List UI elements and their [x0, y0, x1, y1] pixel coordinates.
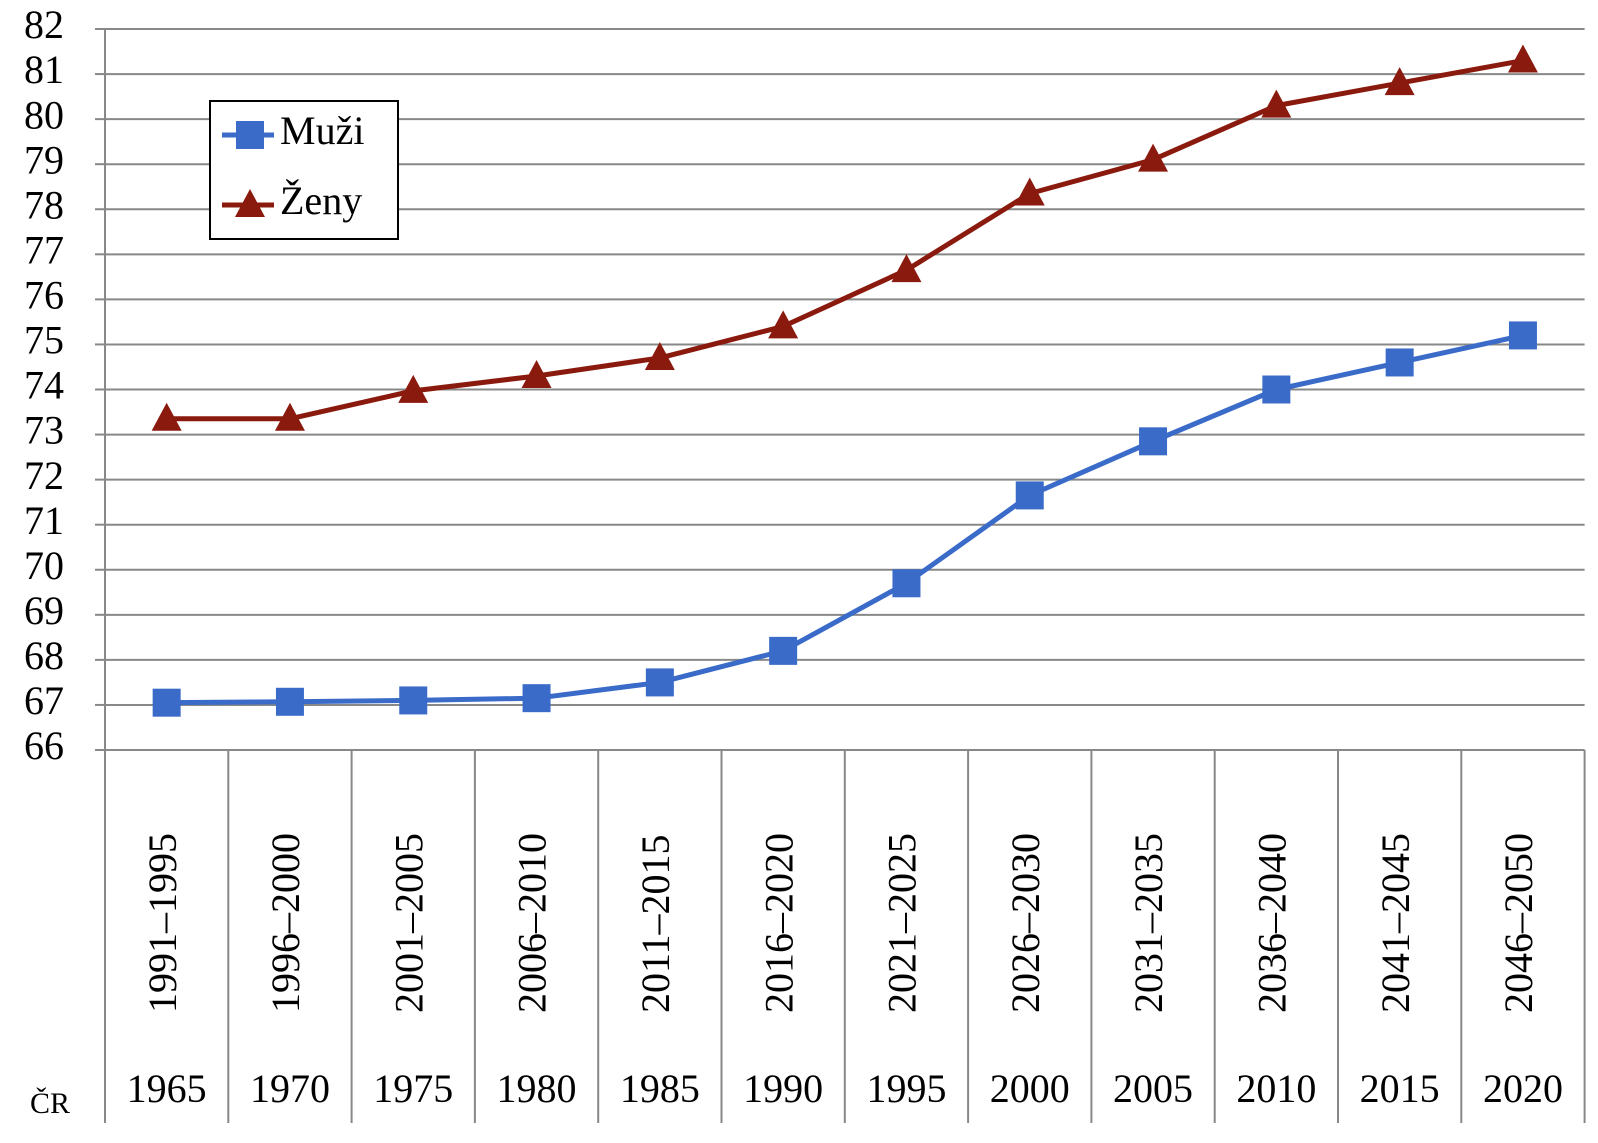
x-tick-label: 2016–2020: [756, 833, 801, 1013]
y-tick-label: 75: [24, 318, 64, 363]
x-tick-label-2: 2005: [1113, 1066, 1193, 1111]
x-tick-label-2: 1995: [866, 1066, 946, 1111]
x-tick-label-2: 1970: [250, 1066, 330, 1111]
marker: [1384, 67, 1415, 96]
y-tick-label: 78: [24, 182, 64, 227]
marker: [1015, 481, 1044, 510]
x-tick-label: 1996–2000: [263, 833, 308, 1013]
series-line: [166, 58, 1524, 422]
marker: [1138, 143, 1169, 172]
x-tick-label: 2011–2015: [633, 834, 678, 1013]
marker: [1014, 177, 1045, 206]
y-tick-label: 77: [24, 227, 64, 272]
x-tick-label-2: 1985: [620, 1066, 700, 1111]
marker: [644, 341, 675, 370]
x-tick-label-2: 1965: [127, 1066, 207, 1111]
marker: [645, 668, 674, 697]
x-tick-label-2: 2015: [1360, 1066, 1440, 1111]
marker: [1508, 321, 1537, 350]
marker: [1385, 348, 1414, 377]
x-tick-label: 2006–2010: [510, 833, 555, 1013]
marker: [521, 359, 552, 388]
y-tick-label: 76: [24, 273, 64, 318]
marker: [768, 310, 799, 339]
marker: [1507, 44, 1538, 73]
x-tick-label: 2036–2040: [1250, 833, 1295, 1013]
marker: [1139, 427, 1168, 456]
y-tick-label: 79: [24, 137, 64, 182]
x-tick-label: 2031–2035: [1126, 833, 1171, 1013]
series-line: [166, 332, 1524, 706]
marker: [892, 569, 921, 598]
y-tick-label: 71: [24, 498, 64, 543]
marker: [399, 686, 428, 715]
y-tick-label: 70: [24, 543, 64, 588]
marker: [891, 254, 922, 283]
marker: [236, 121, 264, 149]
x-tick-label: 2046–2050: [1496, 833, 1541, 1013]
x-tick-label-2: 1990: [743, 1066, 823, 1111]
marker: [1261, 89, 1292, 118]
marker: [235, 189, 265, 217]
y-tick-label: 68: [24, 633, 64, 678]
marker: [274, 402, 305, 431]
marker: [152, 688, 181, 717]
legend-label: Muži: [280, 108, 364, 153]
y-tick-label: 81: [24, 47, 64, 92]
y-tick-label: 74: [24, 363, 64, 408]
marker: [769, 636, 798, 665]
x-tick-label-2: 2020: [1483, 1066, 1563, 1111]
legend-label: Ženy: [280, 178, 362, 223]
marker: [398, 374, 429, 403]
x-tick-label-2: 2010: [1236, 1066, 1316, 1111]
x-tick-label: 2041–2045: [1373, 833, 1418, 1013]
y-tick-label: 69: [24, 588, 64, 633]
x-axis-group-label: ČR: [30, 1087, 70, 1120]
y-tick-label: 80: [24, 92, 64, 137]
marker: [522, 684, 551, 713]
y-tick-label: 73: [24, 408, 64, 453]
marker: [1262, 375, 1291, 404]
marker: [151, 402, 182, 431]
x-tick-label: 2021–2025: [880, 833, 925, 1013]
x-tick-label-2: 2000: [990, 1066, 1070, 1111]
x-tick-label: 2001–2005: [386, 833, 431, 1013]
x-tick-label-2: 1975: [373, 1066, 453, 1111]
x-tick-label-2: 1980: [497, 1066, 577, 1111]
x-tick-label: 2026–2030: [1003, 833, 1048, 1013]
x-tick-label: 1991–1995: [140, 833, 185, 1013]
marker: [275, 687, 304, 716]
y-tick-label: 72: [24, 453, 64, 498]
y-tick-label: 82: [24, 2, 64, 47]
y-tick-label: 67: [24, 678, 64, 723]
y-tick-label: 66: [24, 723, 64, 768]
